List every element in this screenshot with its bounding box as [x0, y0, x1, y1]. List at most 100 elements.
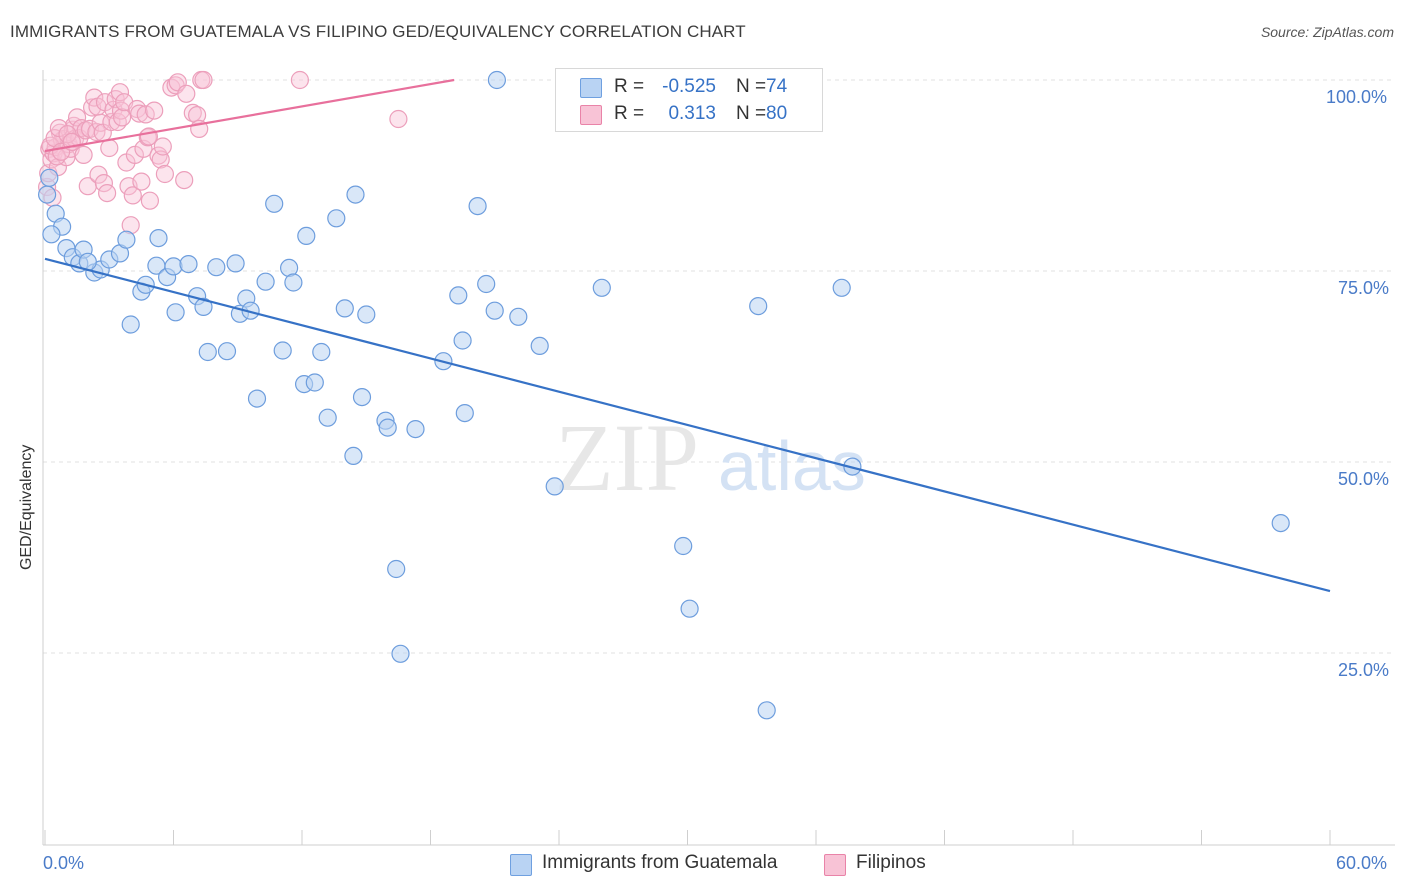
guatemala-point [40, 168, 59, 187]
guatemala-point [592, 278, 611, 297]
x-axis [43, 830, 1395, 846]
bottom-legend-swatch-filipinos [824, 854, 846, 876]
guatemala-point [149, 229, 168, 248]
guatemala-point [449, 286, 468, 305]
guatemala-point [406, 420, 425, 439]
trend-lines [44, 78, 1331, 593]
y-tick-50: 50.0% [1338, 469, 1390, 489]
guatemala-point [226, 254, 245, 273]
guatemala-point [166, 303, 185, 322]
guatemala-point [297, 226, 316, 245]
guatemala-point [164, 257, 183, 276]
legend-row-guatemala: R = -0.525 N = 74 [556, 73, 822, 101]
guatemala-point [832, 278, 851, 297]
filipinos-point [110, 83, 130, 102]
guatemala-point [352, 388, 372, 407]
filipinos-point [94, 174, 114, 193]
guatemala-point [453, 331, 472, 350]
guatemala-point [179, 255, 198, 274]
filipinos-point [130, 104, 149, 123]
guatemala-point [121, 315, 140, 334]
bottom-legend-label-guatemala: Immigrants from Guatemala [542, 852, 778, 873]
guatemala-point [273, 341, 292, 360]
guatemala-point [256, 272, 275, 291]
guatemala-point [117, 230, 136, 249]
filipinos-point [123, 186, 142, 205]
guatemala-point [487, 70, 506, 90]
legend-r-value: 0.313 [668, 103, 716, 124]
filipinos-point [140, 191, 159, 210]
x-min-label: 0.0% [43, 853, 85, 873]
guatemala-point [198, 342, 217, 362]
guatemala-point [477, 274, 496, 294]
guatemala-point [509, 307, 528, 326]
legend-n-value: 74 [766, 76, 788, 97]
legend-r-label: R = [614, 76, 645, 97]
filipinos-point [389, 109, 408, 129]
guatemala-point [674, 536, 693, 556]
guatemala-point [284, 273, 303, 292]
legend-r-value: -0.525 [662, 76, 716, 97]
y-tick-25: 25.0% [1338, 660, 1390, 680]
guatemala-point [346, 185, 365, 204]
guatemala-point [378, 418, 397, 437]
bottom-legend-swatch-guatemala [510, 854, 532, 876]
guatemala-point [312, 342, 331, 362]
legend-r-label: R = [614, 103, 645, 124]
bottom-legend-label-filipinos: Filipinos [856, 852, 926, 873]
filipinos-point [194, 70, 213, 90]
legend-n-value: 80 [766, 103, 788, 124]
correlation-legend: R = -0.525 N = 74 R = 0.313 N = 80 [555, 68, 823, 132]
guatemala-point [757, 701, 776, 720]
series-filipinos-points [37, 70, 408, 235]
filipinos-point [136, 105, 155, 124]
guatemala-point [37, 185, 57, 204]
series-guatemala-points [37, 70, 1290, 720]
filipinos-point [177, 84, 196, 103]
chart-title: IMMIGRANTS FROM GUATEMALA VS FILIPINO GE… [10, 22, 746, 41]
source-label: Source: ZipAtlas.com [1260, 24, 1394, 40]
filipinos-point [100, 138, 119, 158]
guatemala-point [265, 194, 284, 213]
x-max-label: 60.0% [1336, 853, 1388, 873]
filipinos-point [87, 122, 106, 142]
guatemala-point [247, 389, 267, 408]
y-tick-100: 100.0% [1326, 87, 1388, 107]
watermark-zip: ZIP [555, 404, 699, 511]
filipinos-point [132, 172, 151, 191]
guatemala-point [207, 258, 226, 277]
guatemala-point [42, 225, 61, 244]
legend-n-label: N = [736, 76, 767, 97]
guatemala-point [335, 299, 354, 318]
filipinos-point [153, 137, 172, 156]
guatemala-point [680, 599, 699, 618]
legend-n-label: N = [736, 103, 767, 124]
legend-row-filipinos: R = 0.313 N = 80 [556, 100, 822, 128]
legend-swatch-guatemala [580, 78, 602, 98]
guatemala-point [749, 297, 768, 316]
guatemala-point [391, 644, 410, 663]
guatemala-point [318, 408, 337, 427]
filipinos-point [290, 70, 309, 90]
y-axis-title: GED/Equivalency [18, 444, 35, 570]
guatemala-point [455, 404, 474, 423]
guatemala-point [357, 305, 376, 324]
guatemala-point [344, 446, 363, 465]
guatemala-point [305, 373, 324, 392]
filipinos-point [175, 171, 194, 190]
filipinos-point [74, 145, 93, 164]
trend-line-filipinos [44, 78, 455, 153]
trend-line-guatemala [44, 257, 1331, 593]
guatemala-point [327, 209, 346, 228]
filipinos-point [145, 101, 164, 120]
watermark: ZIP atlas [555, 404, 866, 511]
filipinos-point [67, 108, 87, 127]
guatemala-point [485, 301, 504, 320]
guatemala-point [217, 342, 237, 361]
guatemala-point [468, 197, 487, 216]
filipinos-point [97, 184, 117, 203]
guatemala-point [387, 559, 406, 579]
guatemala-point [194, 297, 213, 316]
filipinos-point [112, 108, 132, 127]
